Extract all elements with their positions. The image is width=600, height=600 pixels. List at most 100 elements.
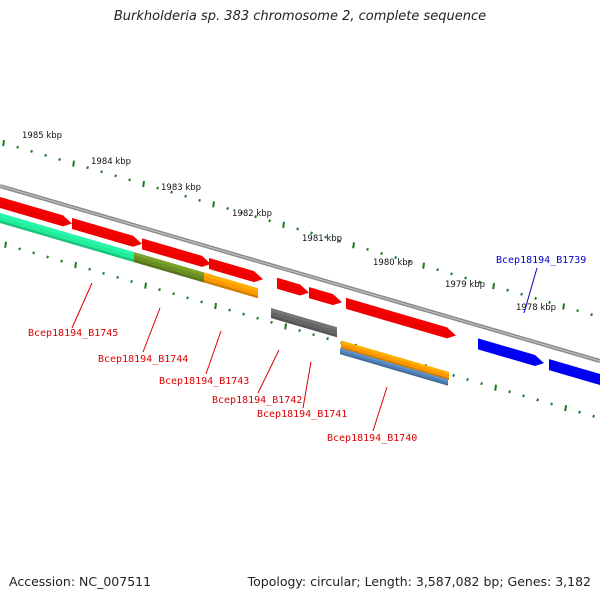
cds-b1744-shade [134,259,204,283]
cds-b1745-shade [0,220,134,263]
ruler-tick [198,198,201,202]
ruler-tick [144,282,147,289]
ruler-tick [72,160,75,167]
cds-b1740-b-shade [340,352,448,386]
ruler-tick [100,170,103,174]
ruler-tick [268,219,271,223]
kbp-label: 1983 kbp [161,183,201,193]
ruler-tick [30,149,33,153]
ruler-tick [550,402,553,406]
chromosome-backbone [0,184,600,363]
ruler-tick [592,414,595,418]
ruler-tick [74,262,77,269]
gene-b1738-highlight [549,359,600,378]
ruler-tick [184,194,187,198]
ruler-tick [508,390,511,394]
cds-b1743-shade [204,280,258,299]
label-leader-line [257,349,280,394]
gene-b1743 [142,238,211,267]
ruler-tick [200,300,203,304]
gene-label: Bcep18194_B1740 [327,433,417,444]
ruler-tick [44,153,47,157]
cds-b1742-shade [271,315,303,328]
ruler-tick [18,247,21,251]
ruler-tick [4,241,7,248]
ruler-tick [296,227,299,231]
gene-label: Bcep18194_B1743 [159,376,249,387]
gene-b1744-highlight [72,218,133,240]
cds-b1744 [134,252,204,283]
ruler-ticks [2,140,595,418]
label-leader-line [205,330,222,375]
map-title: Burkholderia sp. 383 chromosome 2, compl… [113,9,487,24]
ruler-tick [88,267,91,271]
kbp-label: 1981 kbp [302,234,342,244]
ruler-tick [170,190,173,194]
gene-b1741-highlight [309,287,333,298]
ruler-tick [522,394,525,398]
ruler-tick [32,251,35,255]
ruler-tick [114,174,117,178]
ruler-tick [478,280,481,284]
gene-b1745 [0,196,72,227]
label-leader-line [302,361,312,409]
ruler-tick [172,292,175,296]
ruler-tick [408,260,411,264]
accession-text: Accession: NC_007511 [9,574,152,589]
gene-b1739 [478,338,544,367]
ruler-tick [128,178,131,182]
ruler-tick [142,180,145,188]
ruler-tick [352,242,355,249]
ruler-tick [226,206,229,211]
ruler-tick [324,235,327,239]
ruler-tick [548,300,551,304]
ruler-tick [590,313,593,317]
cds-b1742-highlight [271,308,303,321]
cds-b1745 [0,212,134,263]
ruler-tick [130,279,133,284]
ruler-tick [158,288,161,292]
cds-b1743-highlight [204,272,258,292]
backbone-highlight [0,185,600,362]
gene-features [0,196,600,386]
cds-b1745-highlight [0,212,134,256]
cds-b1741 [303,317,337,338]
gene-b1745-highlight [0,196,63,220]
kbp-label: 1982 kbp [232,209,272,219]
ruler-tick [298,328,301,333]
gene-labels: Bcep18194_B1745 Bcep18194_B1744 Bcep18194_… [28,255,586,444]
kbp-labels: 1985 kbp 1984 kbp 1983 kbp 1982 kbp 1981 kbp… [22,131,556,313]
ruler-tick [380,251,383,255]
ruler-tick [312,333,315,337]
ruler-tick [480,382,483,386]
gene-b1740 [346,297,456,339]
ruler-tick [16,145,19,149]
ruler-tick [156,186,159,190]
gene-b1742b [277,277,309,296]
gene-b1742a-highlight [209,257,254,275]
ruler-tick [536,398,539,402]
cds-b1741-highlight [303,317,337,331]
gene-b1742a [209,257,263,283]
cds-b1741-shade [303,324,337,338]
kbp-label: 1980 kbp [373,258,413,268]
topology-summary: Topology: circular; Length: 3,587,082 bp… [247,574,591,589]
gene-b1738 [549,359,600,386]
label-leader-line [142,307,161,353]
ruler-tick [534,296,537,300]
gene-label: Bcep18194_B1744 [98,354,188,365]
label-leader-line [71,282,93,329]
ruler-tick [564,404,567,412]
ruler-tick [284,323,287,330]
ruler-tick [464,276,467,280]
gene-b1743-highlight [142,238,202,260]
ruler-tick [212,201,215,208]
cds-b1740-b [340,348,448,386]
gene-label: Bcep18194_B1739 [496,255,586,266]
cds-b1740 [341,340,449,380]
ruler-tick [366,247,369,251]
ruler-tick [270,320,273,324]
kbp-label: 1978 kbp [516,303,556,313]
cds-b1740-b-highlight [340,348,448,382]
